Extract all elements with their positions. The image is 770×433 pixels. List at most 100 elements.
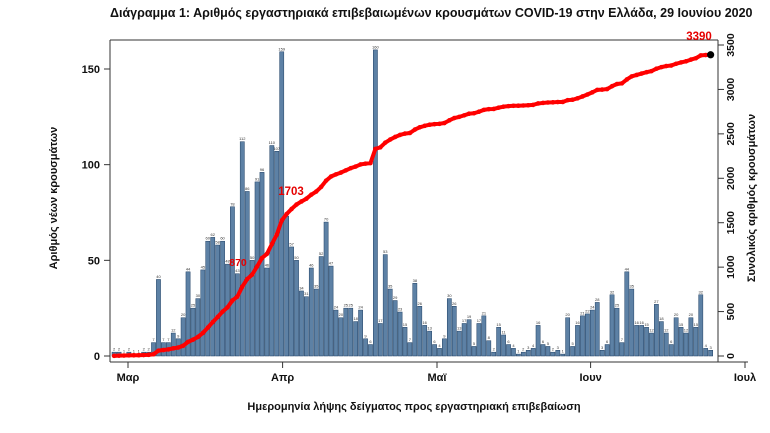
bar-value-label: 45 (201, 264, 206, 269)
bar-value-label: 35 (314, 284, 319, 289)
bar-value-label: 20 (689, 312, 694, 317)
cumulative-point (590, 90, 595, 95)
bar-value-label: 16 (575, 320, 580, 325)
month-tick-label: Μαϊ (428, 372, 448, 384)
cumulative-point (205, 325, 211, 330)
bar-value-label: 26 (418, 301, 423, 306)
daily-bar (516, 353, 521, 357)
annotation-cumulative-3390: 3390 (686, 31, 712, 43)
cumulative-point (225, 305, 230, 310)
daily-bar (387, 288, 393, 357)
cumulative-point (609, 83, 615, 89)
cumulative-point (673, 61, 679, 67)
bar-value-label: 60 (206, 236, 211, 241)
daily-bar (668, 344, 674, 357)
cumulative-point (456, 114, 462, 120)
daily-bar (673, 317, 679, 357)
bar-value-label: 20 (339, 312, 344, 317)
bar-value-label: 38 (413, 278, 418, 283)
bar-value-label: 15 (496, 322, 501, 327)
bar-value-label: 29 (393, 295, 398, 300)
daily-bar (338, 317, 344, 357)
bar-value-label: 25 (349, 303, 354, 308)
daily-bar (205, 240, 211, 357)
daily-bar (688, 317, 694, 357)
bar-value-label: 6 (606, 339, 609, 344)
bar-value-label: 6 (369, 339, 372, 344)
cumulative-point (156, 348, 161, 353)
cumulative-point (417, 124, 423, 130)
daily-bar (220, 240, 225, 357)
cumulative-point (634, 72, 639, 78)
bar-value-label: 3 (557, 345, 560, 350)
daily-bar (343, 307, 349, 357)
cumulative-point (116, 353, 122, 358)
cumulative-point (471, 110, 477, 116)
bar-value-label: 9 (443, 333, 446, 338)
bar-value-label: 1 (133, 349, 136, 354)
daily-bar (491, 351, 497, 357)
daily-bar (619, 342, 625, 357)
daily-bar (358, 309, 363, 357)
bar-value-label: 4 (532, 343, 535, 348)
daily-bar (392, 300, 398, 357)
cumulative-point (407, 130, 413, 136)
cumulative-point (644, 69, 649, 75)
left-tick-label: 100 (82, 160, 100, 172)
bar-value-label: 17 (477, 318, 482, 323)
bar-value-label: 25 (344, 303, 349, 308)
cumulative-point (328, 174, 334, 179)
daily-bar (565, 317, 571, 357)
cumulative-point (309, 192, 314, 197)
daily-bar (530, 348, 536, 357)
cumulative-point (249, 272, 255, 277)
cumulative-point (363, 161, 368, 166)
cumulative-point (166, 347, 171, 352)
bar-value-label: 32 (610, 289, 615, 294)
daily-bar (190, 307, 196, 357)
daily-bar (170, 332, 176, 357)
month-tick-label: Ιουν (579, 372, 601, 384)
cumulative-point (624, 77, 630, 82)
cumulative-point (491, 106, 497, 112)
daily-bar (249, 260, 255, 357)
daily-bar (348, 307, 354, 357)
cumulative-point (575, 96, 580, 101)
cumulative-point (550, 100, 556, 105)
bar-value-label: 28 (595, 297, 600, 302)
daily-bar (708, 350, 713, 357)
cumulative-point (427, 122, 432, 128)
daily-bar (185, 271, 191, 357)
bar-value-label: 50 (294, 255, 299, 260)
cumulative-point (146, 352, 151, 358)
daily-bars-group (111, 49, 713, 357)
bar-value-label: 7 (152, 337, 155, 342)
cumulative-point (432, 121, 437, 127)
bar-value-label: 16 (634, 320, 639, 325)
bar-value-label: 110 (269, 140, 276, 145)
bar-value-label: 12 (664, 328, 669, 333)
bar-value-label: 31 (304, 291, 309, 296)
cumulative-point (565, 97, 570, 103)
cumulative-point (693, 55, 699, 61)
daily-bar (634, 325, 640, 357)
bar-value-label: 48 (225, 259, 230, 264)
right-tick-label: 500 (725, 303, 737, 321)
daily-bar (382, 254, 388, 357)
cumulative-point (604, 86, 610, 92)
bar-value-label: 6 (433, 339, 436, 344)
daily-bar (629, 288, 635, 357)
daily-bar (589, 309, 595, 357)
bar-value-label: 21 (482, 310, 487, 315)
cumulative-points-group (111, 52, 713, 359)
cumulative-point (126, 353, 132, 358)
bar-value-label: 1 (123, 349, 126, 354)
bar-value-label: 7 (409, 337, 412, 342)
cumulative-point (299, 199, 304, 204)
bar-value-label: 22 (585, 308, 590, 313)
bar-value-label: 15 (679, 322, 684, 327)
bar-value-label: 2 (128, 347, 131, 352)
bar-value-label: 160 (372, 44, 379, 49)
